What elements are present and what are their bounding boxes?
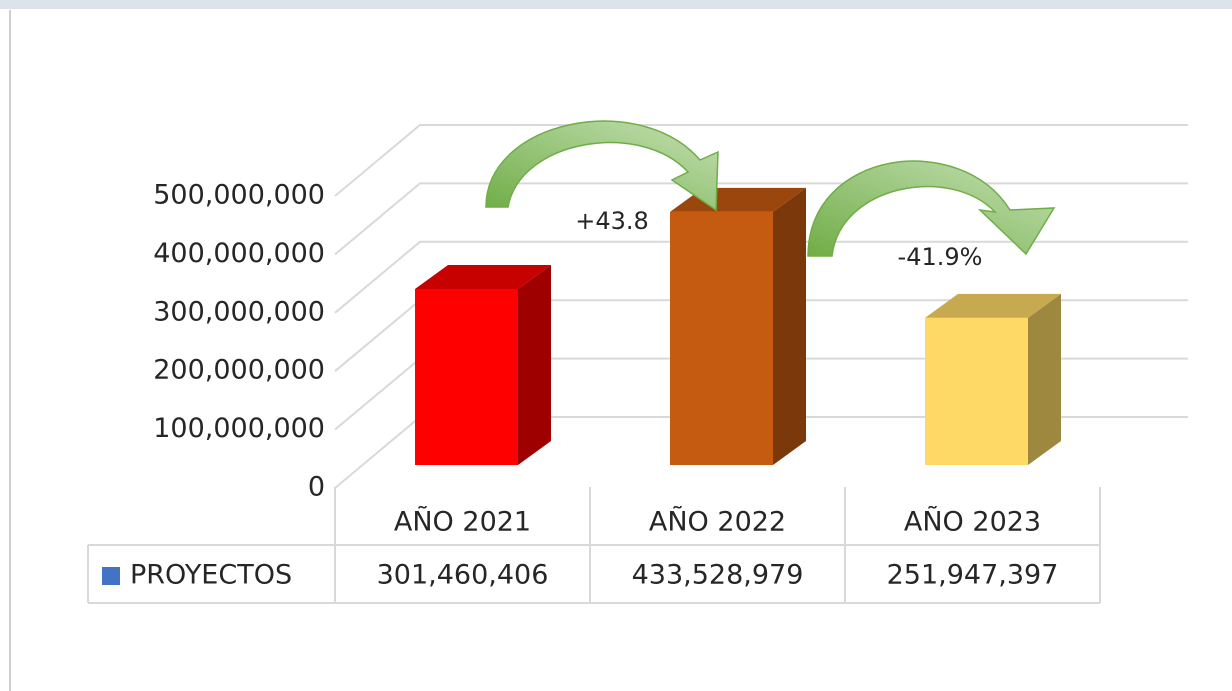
bar <box>670 211 773 465</box>
bar <box>415 288 518 465</box>
y-tick-label: 200,000,000 <box>153 355 325 386</box>
arrow-decrease <box>807 160 1056 257</box>
x-tick-label: AÑO 2021 <box>394 506 531 538</box>
grid-line <box>334 124 1188 197</box>
bar-top <box>925 293 1061 318</box>
y-tick-label: 100,000,000 <box>153 413 325 444</box>
table-value: 433,528,979 <box>632 560 804 591</box>
x-tick-label: AÑO 2022 <box>649 506 786 538</box>
window-top-bar <box>0 0 1232 9</box>
table-value: 301,460,406 <box>377 560 549 591</box>
y-tick-label: 300,000,000 <box>153 296 325 327</box>
table-value: 251,947,397 <box>887 560 1059 591</box>
bar-side <box>1028 293 1061 465</box>
bar-side <box>518 264 551 465</box>
legend-label: PROYECTOS <box>130 560 292 591</box>
annotation: -41.9% <box>898 243 983 271</box>
bar-top <box>415 264 551 289</box>
grid-line <box>334 240 1188 314</box>
annotation: +43.8 <box>575 207 649 235</box>
legend-swatch <box>102 567 120 585</box>
y-tick-label: 500,000,000 <box>153 180 325 211</box>
bar <box>925 317 1028 465</box>
bar-side <box>773 187 806 465</box>
x-tick-label: AÑO 2023 <box>904 506 1041 538</box>
y-tick-label: 0 <box>308 472 325 503</box>
arrow-increase <box>485 120 719 212</box>
y-tick-label: 400,000,000 <box>153 238 325 269</box>
